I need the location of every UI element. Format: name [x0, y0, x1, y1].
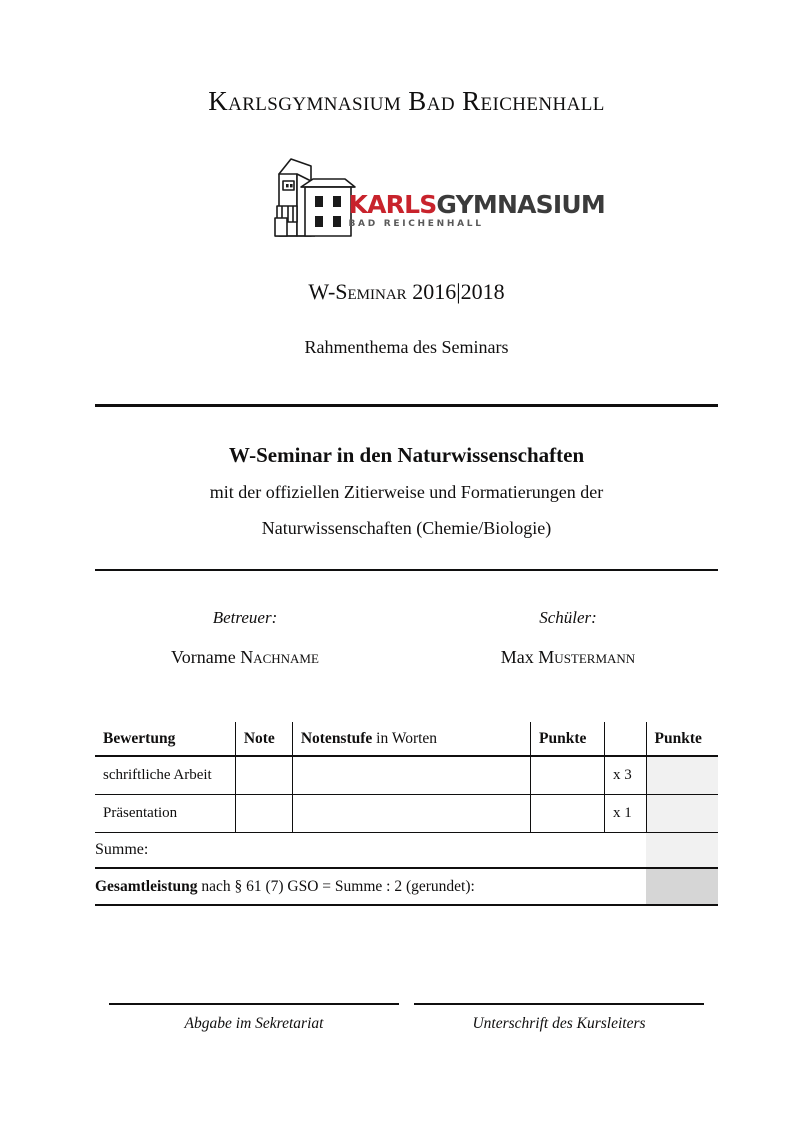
- row-grade-cell[interactable]: [234, 756, 293, 795]
- logo-wordmark: KARLSGYMNASIUM BAD REICHENHALL: [348, 190, 606, 229]
- row-grade-level-cell[interactable]: [291, 756, 531, 795]
- supervisor-role-label: Betreuer:: [212, 608, 278, 627]
- total-row: Gesamtleistung nach § 61 (7) GSO = Summe…: [95, 867, 718, 906]
- school-building-icon: [273, 158, 356, 237]
- total-label: Gesamtleistung nach § 61 (7) GSO = Summe…: [95, 867, 647, 906]
- row-assessment-label: Präsentation: [95, 794, 236, 833]
- people-section: Betreuer: Vorname Nachname Schüler: Max …: [95, 608, 718, 688]
- header-grade-level: Notenstufe in Worten: [291, 722, 531, 757]
- student-name: Max Mustermann: [418, 647, 718, 669]
- topic-title: W-Seminar in den Naturwissenschaften: [228, 443, 585, 467]
- total-value-cell[interactable]: [646, 867, 718, 906]
- grading-table-wrapper: Bewertung Note Notenstufe in Worten Punk…: [95, 722, 718, 906]
- student-block: Schüler: Max Mustermann: [418, 608, 718, 669]
- student-first-name: Max: [500, 647, 539, 668]
- supervisor-name: Vorname Nachname: [95, 647, 395, 669]
- seminar-years: 2016|2018: [406, 279, 505, 304]
- row-points-total-cell[interactable]: [645, 756, 718, 795]
- sum-label: Summe:: [95, 832, 647, 869]
- row-grade-level-cell[interactable]: [291, 794, 531, 833]
- signature-course-leader-label: Unterschrift des Kursleiters: [472, 1014, 646, 1032]
- school-logo: KARLSGYMNASIUM BAD REICHENHALL: [95, 148, 718, 244]
- logo-word-karls: KARLS: [348, 190, 438, 219]
- row-points-single-cell[interactable]: [530, 794, 605, 833]
- student-last-name: Mustermann: [538, 647, 636, 668]
- signature-secretariat-label: Abgabe im Sekretariat: [184, 1014, 324, 1032]
- sum-row: Summe:: [95, 832, 718, 869]
- supervisor-last-name: Nachname: [240, 647, 319, 668]
- header-grade: Note: [234, 722, 293, 757]
- divider-rule-top: [95, 404, 718, 407]
- row-grade-cell[interactable]: [234, 794, 293, 833]
- table-row: schriftliche Arbeit x 3: [95, 756, 718, 795]
- signature-line: [109, 1003, 399, 1005]
- total-label-bold: Gesamtleistung: [95, 877, 198, 895]
- row-multiplier-label: x 1: [603, 794, 647, 833]
- header-grade-level-bold: Notenstufe: [300, 729, 373, 747]
- header-points-single: Punkte: [530, 722, 605, 757]
- header-assessment: Bewertung: [95, 722, 236, 757]
- logo-word-gymnasium: GYMNASIUM: [436, 190, 605, 219]
- total-label-regular: nach § 61 (7) GSO = Summe : 2 (gerundet)…: [197, 877, 475, 895]
- signature-course-leader: Unterschrift des Kursleiters: [414, 1003, 704, 1033]
- row-points-single-cell[interactable]: [530, 756, 605, 795]
- supervisor-block: Betreuer: Vorname Nachname: [95, 608, 395, 669]
- school-name-heading: Karlsgymnasium Bad Reichenhall: [208, 86, 605, 116]
- seminar-heading: W-Seminar 2016|2018: [95, 279, 718, 305]
- table-header-row: Bewertung Note Notenstufe in Worten Punk…: [95, 722, 718, 757]
- signature-line: [414, 1003, 704, 1005]
- header-multiplier: [603, 722, 647, 757]
- student-role-label: Schüler:: [539, 608, 597, 627]
- signature-section: Abgabe im Sekretariat Unterschrift des K…: [95, 1003, 718, 1053]
- topic-subtitle-line-1: mit der offiziellen Zitierweise und Form…: [209, 482, 604, 502]
- sum-value-cell[interactable]: [646, 832, 718, 869]
- supervisor-first-name: Vorname: [171, 647, 241, 668]
- framework-subtitle: Rahmenthema des Seminars: [304, 337, 509, 357]
- row-points-total-cell[interactable]: [645, 794, 718, 833]
- row-multiplier-label: x 3: [603, 756, 647, 795]
- topic-subtitle-line-2: Naturwissenschaften (Chemie/Biologie): [261, 518, 552, 538]
- header-grade-level-regular: in Worten: [372, 729, 438, 747]
- logo-subtitle: BAD REICHENHALL: [348, 219, 484, 229]
- divider-rule-middle: [95, 569, 718, 571]
- header-points-total: Punkte: [645, 722, 718, 757]
- row-assessment-label: schriftliche Arbeit: [95, 756, 236, 795]
- table-row: Präsentation x 1: [95, 794, 718, 833]
- signature-secretariat: Abgabe im Sekretariat: [109, 1003, 399, 1033]
- seminar-prefix: W-: [308, 279, 336, 304]
- seminar-label: Seminar: [335, 279, 407, 304]
- grading-table: Bewertung Note Notenstufe in Worten Punk…: [95, 722, 718, 906]
